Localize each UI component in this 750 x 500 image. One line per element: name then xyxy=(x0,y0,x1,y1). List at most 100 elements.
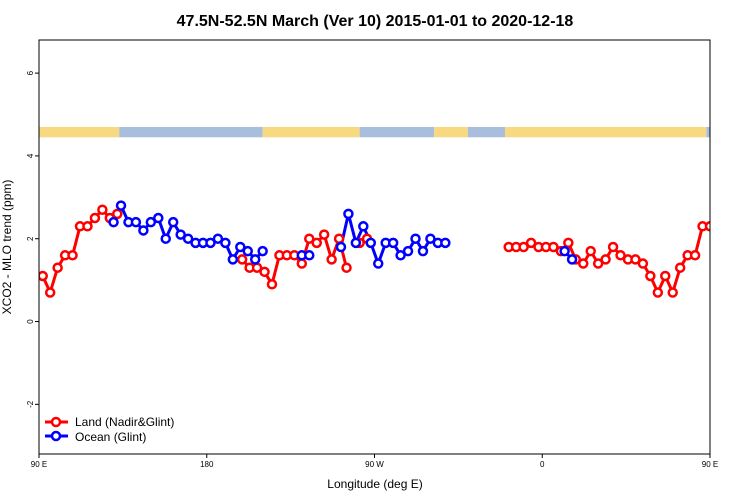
ocean-point-0-0 xyxy=(108,216,119,228)
ocean-point-4-1 xyxy=(740,202,748,210)
ocean-point-0-19 xyxy=(249,254,261,265)
land-point-1-13 xyxy=(333,233,345,244)
legend: Land (Nadir&Glint) Ocean (Glint) xyxy=(45,415,174,444)
land-point-3-8 xyxy=(563,237,574,249)
land-point-3-15 xyxy=(615,250,626,261)
ocean-point-2-9 xyxy=(402,245,414,257)
land-point-0-7 xyxy=(89,212,101,224)
ocean-point-0-9 xyxy=(175,229,186,240)
ocean-point-2-1 xyxy=(343,208,354,220)
land-point-0-4 xyxy=(67,250,78,261)
axes: 90 E 180 90 W 0 90 E -2 0 2 4 6 xyxy=(26,70,718,469)
ocean-mask-segment-2 xyxy=(467,126,505,138)
x-tick-label-0: 90 E xyxy=(31,460,47,469)
land-mask-segment-0 xyxy=(39,126,120,138)
chart-title: 47.5N-52.5N March (Ver 10) 2015-01-01 to… xyxy=(177,13,574,30)
x-tick-label-3: 0 xyxy=(540,460,545,469)
ocean-point-0-5 xyxy=(145,216,157,228)
land-mask-segment-1 xyxy=(262,126,360,138)
ocean-mask-segment-1 xyxy=(359,126,435,138)
land-point-3-17 xyxy=(630,254,641,265)
land-point-3-25 xyxy=(689,250,701,261)
land-point-3-2 xyxy=(518,241,529,253)
land-point-3-29 xyxy=(721,206,729,214)
ocean-point-3-0 xyxy=(559,245,570,257)
series-points xyxy=(39,200,748,298)
land-point-3-18 xyxy=(637,258,649,269)
land-point-1-0 xyxy=(236,254,248,265)
ocean-point-0-20 xyxy=(257,245,268,257)
land-ocean-mask xyxy=(39,126,710,138)
ocean-point-0-17 xyxy=(235,241,246,253)
land-point-1-10 xyxy=(311,237,322,249)
land-point-3-30 xyxy=(728,214,736,222)
ocean-point-0-16 xyxy=(227,254,239,265)
land-point-3-14 xyxy=(607,241,619,253)
ocean-point-2-4 xyxy=(365,237,377,249)
land-point-3-23 xyxy=(674,262,686,273)
land-point-3-6 xyxy=(548,241,559,253)
ocean-point-2-8 xyxy=(395,250,406,261)
x-tick-label-1: 180 xyxy=(200,460,214,469)
ocean-point-0-14 xyxy=(212,233,224,244)
ocean-point-4-0 xyxy=(732,218,740,226)
land-point-3-3 xyxy=(525,237,537,249)
land-point-1-9 xyxy=(304,233,315,244)
land-point-1-11 xyxy=(318,229,330,240)
land-point-3-19 xyxy=(645,270,656,282)
ocean-point-0-4 xyxy=(138,225,149,236)
land-point-3-11 xyxy=(585,245,596,257)
x-tick-label-2: 90 W xyxy=(365,460,384,469)
ocean-point-2-7 xyxy=(387,237,399,249)
ocean-point-2-2 xyxy=(350,237,362,249)
y-tick-label-1: 0 xyxy=(26,319,35,324)
y-tick-label-2: 2 xyxy=(26,236,35,241)
land-point-0-0 xyxy=(39,270,48,282)
land-point-3-31 xyxy=(736,210,744,218)
legend-land-marker xyxy=(50,416,62,428)
land-point-1-3 xyxy=(259,266,270,278)
ocean-mask-segment-3 xyxy=(706,126,710,138)
ocean-series-line-4 xyxy=(736,206,750,239)
ocean-point-0-15 xyxy=(220,237,231,249)
ocean-point-2-12 xyxy=(425,233,436,244)
ocean-mask-segment-0 xyxy=(119,126,263,138)
land-mask-segment-3 xyxy=(504,126,707,138)
ocean-point-0-10 xyxy=(182,233,194,244)
x-axis-label: Longitude (deg E) xyxy=(327,477,422,491)
land-point-0-8 xyxy=(97,204,108,215)
ocean-point-0-6 xyxy=(153,212,164,224)
ocean-point-0-13 xyxy=(205,237,216,249)
land-point-3-20 xyxy=(652,287,664,298)
land-point-0-10 xyxy=(112,208,123,220)
legend-land-label: Land (Nadir&Glint) xyxy=(75,415,174,429)
ocean-point-0-3 xyxy=(130,216,142,228)
land-point-3-13 xyxy=(600,254,611,265)
land-point-3-12 xyxy=(592,258,604,269)
ocean-point-2-11 xyxy=(417,245,429,257)
land-point-3-21 xyxy=(660,270,671,282)
land-point-1-14 xyxy=(341,262,352,273)
x-tick-label-4: 90 E xyxy=(702,460,718,469)
land-point-0-6 xyxy=(82,221,93,232)
land-point-1-12 xyxy=(326,254,337,265)
land-point-3-27 xyxy=(704,221,710,232)
land-point-1-4 xyxy=(266,279,278,290)
ocean-point-2-10 xyxy=(410,233,421,244)
ocean-point-2-5 xyxy=(372,258,384,269)
land-point-1-8 xyxy=(296,258,308,269)
y-tick-label-4: 6 xyxy=(26,70,35,75)
land-point-3-10 xyxy=(578,258,589,269)
land-point-0-2 xyxy=(52,262,63,273)
legend-ocean-label: Ocean (Glint) xyxy=(75,430,146,444)
ocean-point-0-8 xyxy=(167,216,179,228)
y-tick-label-0: -2 xyxy=(26,400,35,408)
ocean-point-0-18 xyxy=(242,245,254,257)
land-point-3-22 xyxy=(667,287,678,298)
ocean-point-2-3 xyxy=(358,221,369,232)
ocean-point-3-1 xyxy=(566,254,578,265)
ocean-point-2-14 xyxy=(440,237,451,249)
y-axis-label: XCO2 - MLO trend (ppm) xyxy=(0,180,14,315)
ocean-point-1-1 xyxy=(304,250,315,261)
